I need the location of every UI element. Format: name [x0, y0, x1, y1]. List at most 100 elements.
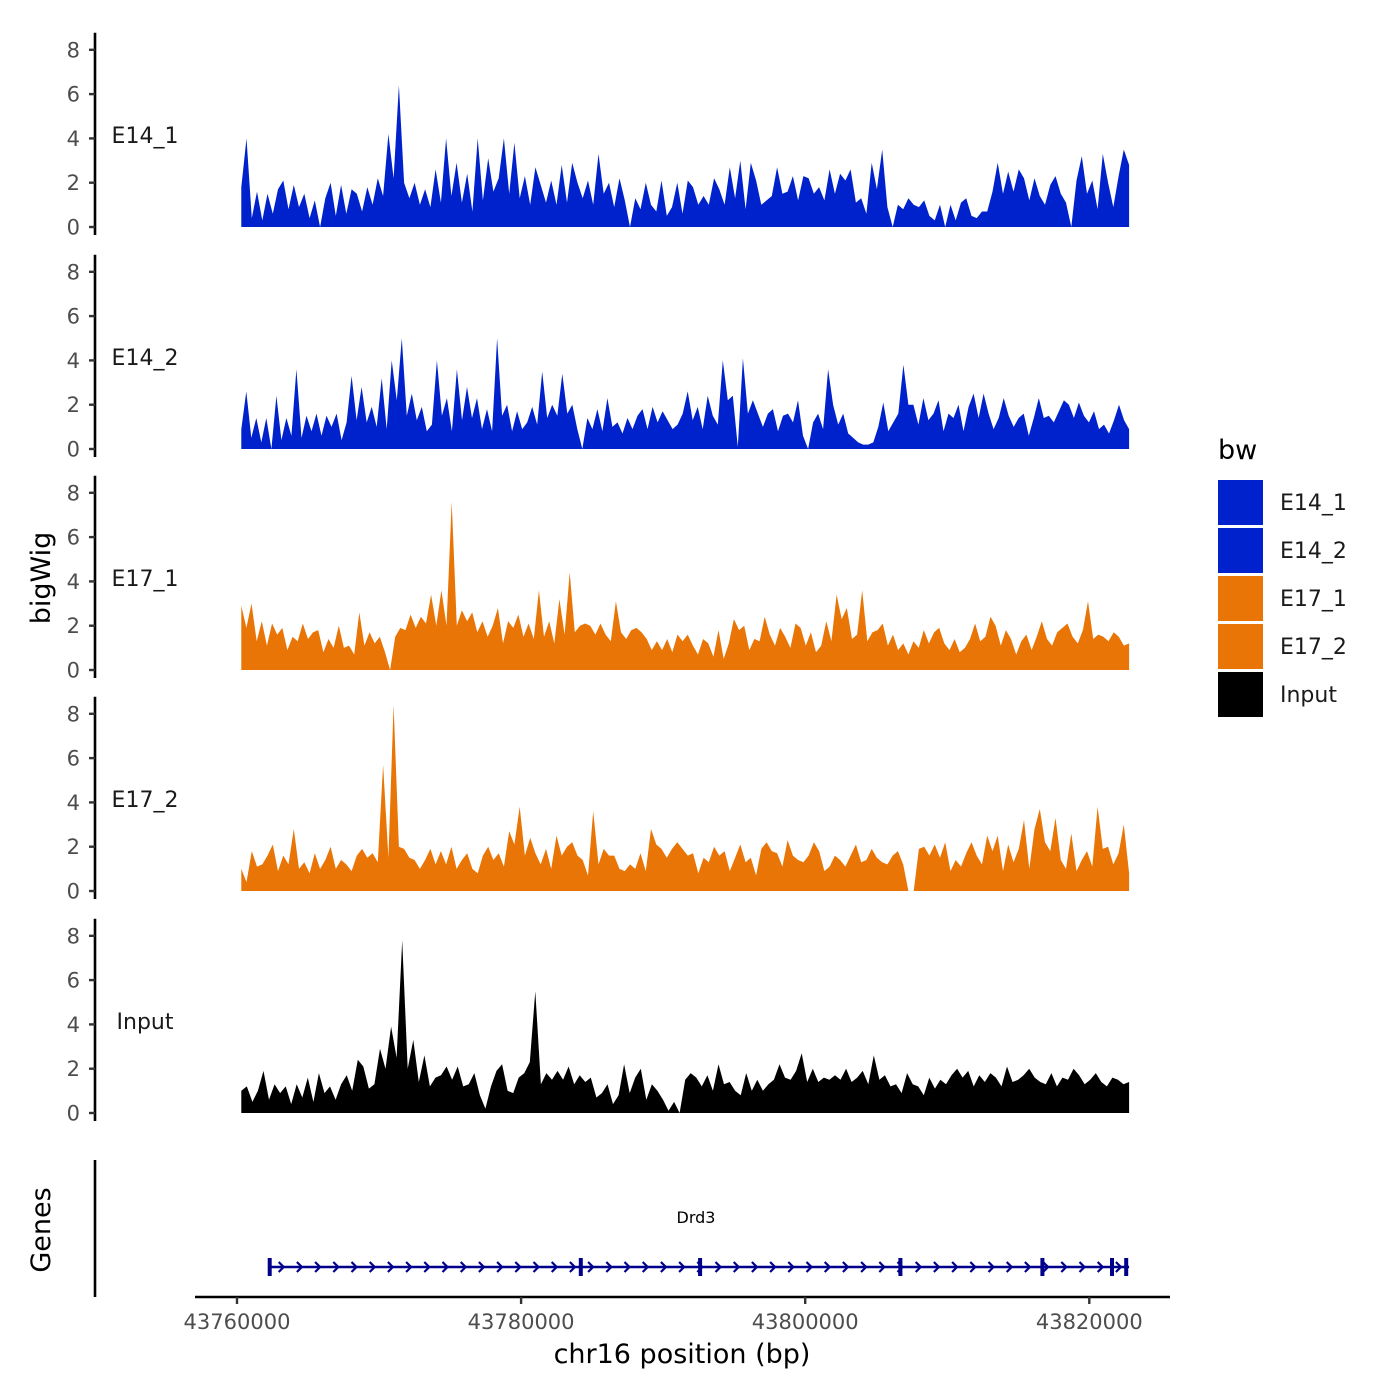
strand-arrow	[805, 1261, 814, 1273]
y-tick-label: 6	[67, 83, 80, 107]
y-tick-label: 8	[67, 260, 80, 284]
exon-mark	[1040, 1258, 1045, 1276]
x-tick-label: 43780000	[468, 1310, 575, 1334]
strand-arrow	[514, 1261, 522, 1273]
strand-arrow	[277, 1261, 286, 1273]
strand-arrow	[1060, 1261, 1068, 1273]
strand-arrow	[732, 1261, 741, 1273]
y-tick-label: 4	[67, 791, 80, 815]
legend-key-Input	[1218, 672, 1263, 717]
legend-title: bw	[1218, 435, 1257, 466]
strand-arrow	[951, 1261, 959, 1273]
x-tick-label: 43800000	[752, 1310, 859, 1334]
strand-arrow	[368, 1261, 377, 1273]
y-tick-label: 4	[67, 1013, 80, 1037]
y-tick-label: 0	[67, 1102, 80, 1126]
strand-arrow	[1078, 1261, 1087, 1273]
strand-arrow	[478, 1261, 486, 1273]
strand-arrow	[769, 1261, 777, 1273]
strand-arrow	[387, 1261, 395, 1273]
y-tick-label: 0	[67, 880, 80, 904]
track-label: Input	[117, 1010, 174, 1035]
strand-arrow	[1096, 1261, 1105, 1273]
y-tick-label: 8	[67, 481, 80, 505]
strand-arrow	[1005, 1261, 1014, 1273]
strand-arrow	[1042, 1261, 1050, 1273]
legend: bw E14_1 E14_2 E17_1 E17_2 Input	[1218, 435, 1347, 717]
strand-arrow	[1024, 1261, 1032, 1273]
strand-arrow	[751, 1261, 759, 1273]
strand-arrow	[914, 1261, 923, 1273]
strand-arrow	[350, 1261, 359, 1273]
exon-mark	[1110, 1258, 1114, 1276]
coverage-area-E17_1	[241, 501, 1130, 670]
y-tick-label: 4	[67, 570, 80, 594]
strand-arrow	[532, 1261, 541, 1273]
strand-arrow	[496, 1261, 504, 1273]
strand-arrow	[678, 1261, 686, 1273]
strand-arrow	[569, 1261, 577, 1273]
y-tick-label: 2	[67, 393, 80, 417]
strand-arrow	[660, 1261, 668, 1273]
strand-arrow	[933, 1261, 941, 1273]
y-tick-label: 2	[67, 614, 80, 638]
genes-axis-title: Genes	[26, 1187, 57, 1272]
legend-label: E17_2	[1280, 635, 1347, 660]
strand-arrow	[550, 1261, 559, 1273]
track-label: E17_2	[112, 788, 179, 813]
strand-arrow	[860, 1261, 868, 1273]
legend-key-E17_1	[1218, 576, 1263, 621]
y-tick-label: 6	[67, 526, 80, 550]
strand-arrow	[823, 1261, 832, 1273]
strand-arrow	[587, 1261, 595, 1273]
x-axis: 43760000 43780000 43800000 43820000	[184, 1295, 1170, 1334]
track-label: E14_2	[112, 346, 179, 371]
track-E14_2: 0 2 4 6 8 E14_2	[67, 254, 1130, 462]
y-axis-title: bigWig	[26, 532, 57, 625]
track-label: E14_1	[112, 124, 179, 149]
coverage-area-E17_2	[241, 704, 1130, 891]
exon-mark	[1124, 1258, 1129, 1276]
y-tick-label: 2	[67, 1057, 80, 1081]
y-tick-label: 6	[67, 969, 80, 993]
exon-mark	[267, 1258, 272, 1276]
strand-arrow	[987, 1261, 996, 1273]
strand-arrow	[605, 1261, 613, 1273]
y-tick-label: 6	[67, 305, 80, 329]
strand-arrow	[423, 1261, 431, 1273]
strand-arrow	[459, 1261, 468, 1273]
legend-label: Input	[1280, 683, 1337, 708]
coverage-area-Input	[241, 940, 1130, 1113]
track-E17_1: 0 2 4 6 8 E17_1	[67, 475, 1130, 683]
strand-arrow	[842, 1261, 850, 1273]
strand-arrow	[641, 1261, 650, 1273]
legend-label: E14_2	[1280, 539, 1347, 564]
track-Input: 0 2 4 6 8 Input	[67, 918, 1130, 1126]
strand-arrow	[332, 1261, 340, 1273]
y-tick-label: 0	[67, 659, 80, 683]
y-tick-label: 8	[67, 702, 80, 726]
strand-arrow	[405, 1261, 413, 1273]
coverage-area-E14_1	[241, 85, 1130, 227]
legend-label: E14_1	[1280, 491, 1347, 516]
exon-mark	[698, 1258, 703, 1276]
genes-panel: Drd3	[93, 1160, 1130, 1297]
x-tick-label: 43820000	[1036, 1310, 1143, 1334]
legend-key-E14_2	[1218, 528, 1263, 573]
y-tick-label: 2	[67, 835, 80, 859]
strand-arrow	[441, 1261, 450, 1273]
strand-arrow	[296, 1261, 304, 1273]
strand-arrow	[1115, 1261, 1123, 1273]
legend-key-E17_2	[1218, 624, 1263, 669]
legend-label: E17_1	[1280, 587, 1347, 612]
legend-key-E14_1	[1218, 480, 1263, 525]
y-tick-label: 4	[67, 127, 80, 151]
strand-arrow	[623, 1261, 632, 1273]
y-tick-label: 4	[67, 349, 80, 373]
strand-arrow	[314, 1261, 322, 1273]
track-E14_1: 0 2 4 6 8 E14_1	[67, 32, 1130, 240]
strand-arrow	[714, 1261, 723, 1273]
track-label: E17_1	[112, 567, 179, 592]
bigwig-tracks: 0 2 4 6 8 E14_1 0 2 4 6 8 E14_2 0 2 4 6 8 E17_1 0 2 4 6 8 E17_2…	[67, 32, 1130, 1126]
